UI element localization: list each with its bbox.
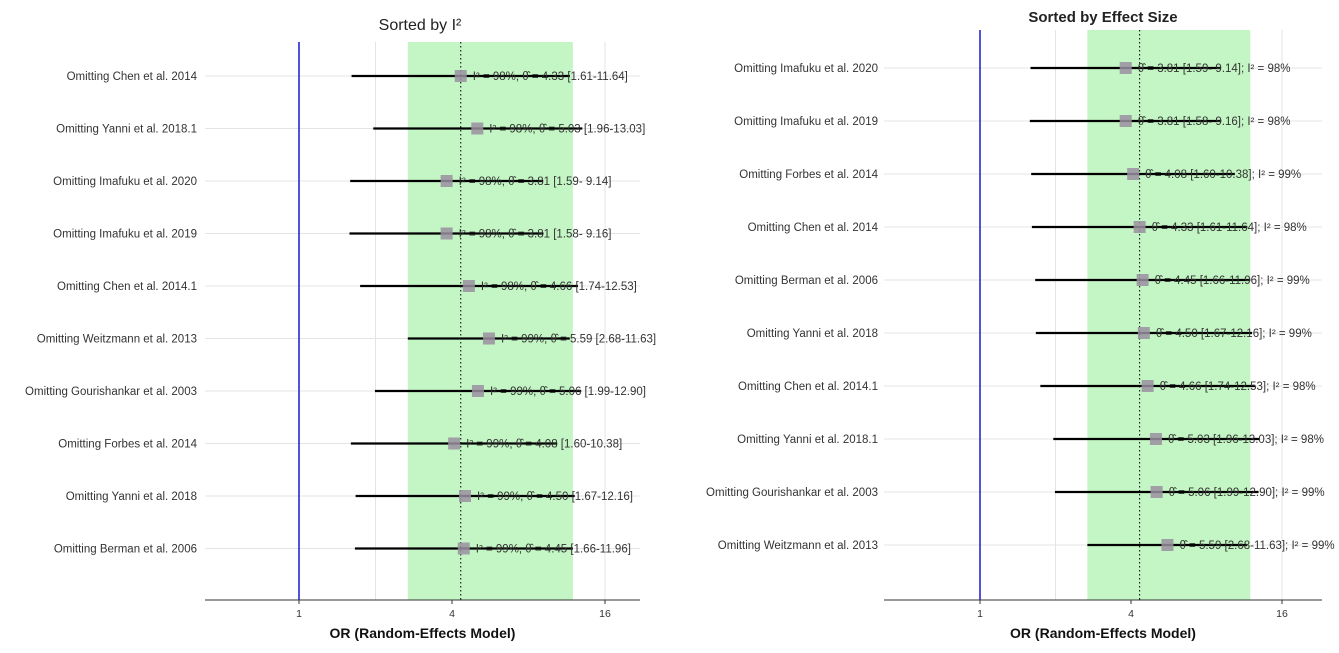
point-estimate-marker: [454, 70, 467, 82]
row-annotation: I² = 98%, θ̂ = 4.33 [1.61-11.64]: [473, 71, 628, 83]
point-estimate-marker: [457, 542, 470, 555]
row-label: Omitting Berman et al. 2006: [54, 544, 197, 556]
point-estimate-marker: [440, 175, 453, 187]
forest-panel-sorted-by-effect-size: Omitting Imafuku et al. 2020 θ̂ = 3.81 [1…: [706, 9, 1335, 641]
x-tick-label: 1: [977, 608, 983, 620]
x-tick-label: 4: [1128, 608, 1134, 620]
point-estimate-marker: [482, 332, 495, 345]
row-annotation: I² = 98%, θ̂ = 3.81 [1.58- 9.16]: [459, 229, 612, 241]
point-estimate-marker: [1137, 327, 1150, 339]
x-tick-label: 4: [449, 608, 455, 620]
row-label: Omitting Imafuku et al. 2019: [734, 116, 878, 128]
row-label: Omitting Forbes et al. 2014: [58, 439, 197, 451]
point-estimate-marker: [462, 280, 475, 292]
row-annotation: I² = 99%, θ̂ = 4.50 [1.67-12.16]: [477, 491, 633, 503]
row-annotation: θ̂ = 4.08 [1.60-10.38]; I² = 99%: [1145, 169, 1301, 181]
point-estimate-marker: [1133, 221, 1146, 233]
point-estimate-marker: [471, 122, 484, 135]
row-label: Omitting Yanni et al. 2018.1: [737, 434, 878, 446]
row-label: Omitting Yanni et al. 2018: [747, 328, 878, 340]
row-annotation: I² = 98%, θ̂ = 5.03 [1.96-13.03]: [489, 124, 645, 136]
row-label: Omitting Berman et al. 2006: [735, 275, 878, 287]
x-tick-label: 16: [599, 608, 611, 620]
row-annotation: I² = 99%, θ̂ = 5.59 [2.68-11.63]: [501, 334, 656, 346]
row-label: Omitting Chen et al. 2014: [67, 71, 198, 83]
point-estimate-marker: [1127, 168, 1140, 180]
row-annotation: θ̂ = 3.81 [1.59- 9.14]; I² = 98%: [1138, 63, 1291, 75]
point-estimate-marker: [1161, 539, 1174, 551]
row-annotation: I² = 99%, θ̂ = 5.06 [1.99-12.90]: [490, 386, 646, 398]
row-label: Omitting Weitzmann et al. 2013: [718, 540, 878, 552]
row-label: Omitting Gourishankar et al. 2003: [706, 487, 878, 499]
row-label: Omitting Chen et al. 2014: [748, 222, 879, 234]
row-label: Omitting Chen et al. 2014.1: [57, 281, 197, 293]
point-estimate-marker: [448, 437, 461, 450]
x-tick-label: 1: [296, 608, 302, 620]
row-label: Omitting Imafuku et al. 2019: [53, 229, 197, 241]
point-estimate-marker: [1136, 274, 1149, 286]
row-label: Omitting Weitzmann et al. 2013: [37, 334, 197, 346]
point-estimate-marker: [1141, 380, 1154, 392]
point-estimate-marker: [1150, 486, 1163, 498]
row-annotation: I² = 98%, θ̂ = 3.81 [1.59- 9.14]: [459, 176, 612, 188]
row-annotation: I² = 98%, θ̂ = 4.66 [1.74-12.53]: [481, 281, 637, 293]
x-tick-label: 16: [1276, 608, 1288, 620]
row-annotation: θ̂ = 5.06 [1.99-12.90]; I² = 99%: [1169, 487, 1325, 499]
row-label: Omitting Imafuku et al. 2020: [53, 176, 197, 188]
row-annotation: θ̂ = 5.03 [1.96-13.03]; I² = 98%: [1168, 434, 1324, 446]
row-annotation: θ̂ = 3.81 [1.58- 9.16]; I² = 98%: [1138, 116, 1291, 128]
row-annotation: θ̂ = 4.66 [1.74-12.53]; I² = 98%: [1160, 381, 1316, 393]
chart-title: Sorted by I²: [379, 17, 462, 34]
row-label: Omitting Forbes et al. 2014: [739, 169, 878, 181]
x-axis-label: OR (Random-Effects Model): [330, 625, 516, 641]
row-label: Omitting Yanni et al. 2018.1: [56, 124, 197, 136]
row-annotation: I² = 99%, θ̂ = 4.45 [1.66-11.96]: [476, 544, 631, 556]
row-label: Omitting Imafuku et al. 2020: [734, 63, 878, 75]
row-label: Omitting Yanni et al. 2018: [66, 491, 197, 503]
row-annotation: θ̂ = 4.33 [1.61-11.64]; I² = 98%: [1152, 222, 1307, 234]
x-axis-label: OR (Random-Effects Model): [1010, 625, 1196, 641]
row-annotation: θ̂ = 4.45 [1.66-11.96]; I² = 99%: [1155, 275, 1310, 287]
confidence-band: [1087, 30, 1251, 600]
point-estimate-marker: [471, 385, 484, 397]
row-label: Omitting Gourishankar et al. 2003: [25, 386, 197, 398]
confidence-band: [407, 42, 573, 600]
row-annotation: θ̂ = 4.50 [1.67-12.16]; I² = 99%: [1156, 328, 1312, 340]
point-estimate-marker: [1119, 115, 1132, 127]
point-estimate-marker: [1119, 62, 1132, 74]
chart-title: Sorted by Effect Size: [1028, 9, 1177, 26]
point-estimate-marker: [440, 227, 453, 240]
row-label: Omitting Chen et al. 2014.1: [738, 381, 878, 393]
point-estimate-marker: [458, 490, 471, 502]
point-estimate-marker: [1149, 433, 1162, 445]
forest-panel-sorted-by-i2: Omitting Chen et al. 2014 I² = 98%, θ̂ = …: [25, 17, 656, 641]
row-annotation: I² = 99%, θ̂ = 4.08 [1.60-10.38]: [466, 439, 622, 451]
row-annotation: θ̂ = 5.59 [2.68-11.63]; I² = 99%: [1179, 540, 1334, 552]
